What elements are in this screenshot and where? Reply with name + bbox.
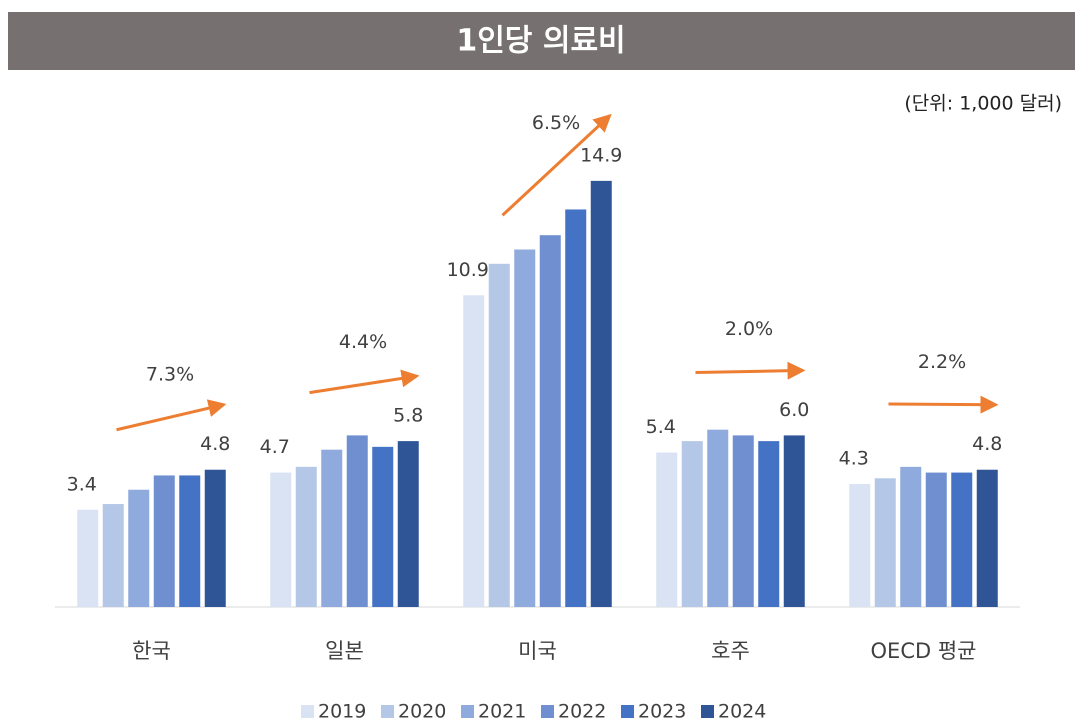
bar	[321, 449, 343, 607]
bar	[656, 452, 678, 607]
legend-swatch	[701, 705, 714, 718]
bar	[849, 484, 871, 607]
bar	[976, 469, 998, 607]
bar	[77, 509, 99, 607]
legend-swatch	[541, 705, 554, 718]
data-label: 10.9	[447, 259, 489, 281]
data-label: 4.3	[839, 448, 869, 470]
bar	[128, 489, 150, 607]
legend-label: 2021	[478, 701, 526, 723]
chart-title: 1인당 의료비	[456, 24, 625, 59]
bar	[270, 472, 292, 607]
bar	[951, 472, 973, 607]
bar	[295, 466, 317, 607]
growth-label: 2.2%	[918, 351, 966, 373]
growth-arrow	[695, 361, 806, 380]
x-tick-label: 미국	[518, 639, 557, 663]
bar	[590, 180, 612, 608]
bar	[874, 478, 896, 607]
bar	[681, 441, 703, 607]
bar	[758, 441, 780, 607]
legend-label: 2019	[318, 701, 366, 723]
data-label: 4.8	[200, 433, 230, 455]
growth-arrow	[888, 395, 999, 414]
growth-arrow	[309, 369, 420, 395]
bar	[783, 435, 805, 607]
data-label: 14.9	[580, 144, 622, 166]
legend-swatch	[621, 705, 634, 718]
title-bar	[8, 12, 1075, 70]
bar	[179, 475, 201, 607]
legend-label: 2022	[558, 701, 606, 723]
growth-label: 2.0%	[725, 318, 773, 340]
data-label: 5.8	[393, 405, 423, 427]
bar	[397, 441, 419, 607]
data-label: 3.4	[67, 473, 97, 495]
x-tick-label: 일본	[325, 639, 364, 663]
bar	[204, 469, 226, 607]
growth-label: 7.3%	[146, 364, 194, 386]
data-label: 4.8	[972, 433, 1002, 455]
bar	[514, 249, 536, 607]
growth-arrow	[501, 113, 612, 217]
growth-label: 6.5%	[532, 112, 580, 134]
bar	[707, 429, 729, 607]
x-tick-label: 한국	[132, 639, 171, 663]
bar	[463, 295, 485, 607]
data-label: 6.0	[779, 399, 809, 421]
data-label: 5.4	[646, 416, 676, 438]
bar	[346, 435, 368, 607]
growth-arrow	[116, 399, 227, 432]
legend-swatch	[301, 705, 314, 718]
bar	[539, 235, 561, 607]
growth-label: 4.4%	[339, 331, 387, 353]
bar	[925, 472, 947, 607]
bar	[153, 475, 175, 607]
x-tick-label: 호주	[711, 639, 750, 663]
bar	[900, 466, 922, 607]
bar	[102, 504, 124, 607]
legend-swatch	[381, 705, 394, 718]
unit-note: (단위: 1,000 달러)	[904, 93, 1062, 115]
bar	[372, 446, 394, 607]
bar	[488, 263, 510, 607]
bar	[565, 209, 587, 607]
legend-label: 2023	[638, 701, 686, 723]
legend-swatch	[461, 705, 474, 718]
x-tick-label: OECD 평균	[871, 639, 977, 663]
bar	[732, 435, 754, 607]
legend-label: 2024	[718, 701, 766, 723]
data-label: 4.7	[260, 436, 290, 458]
legend-label: 2020	[398, 701, 446, 723]
